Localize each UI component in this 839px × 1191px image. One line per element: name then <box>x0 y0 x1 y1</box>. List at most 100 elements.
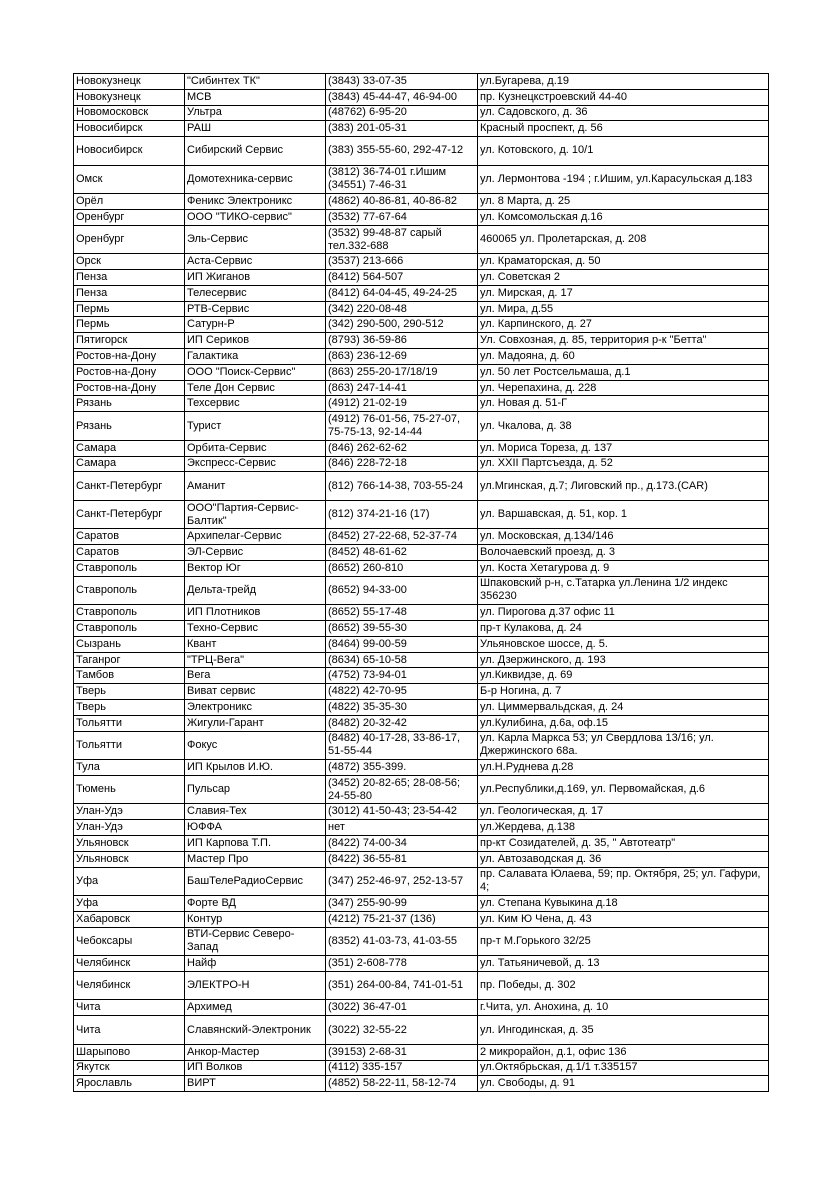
phone-cell: (3812) 36-74-01 г.Ишим (34551) 7-46-31 <box>325 164 478 195</box>
phone-cell: (4912) 21-02-19 <box>325 395 478 413</box>
city-cell: Уфа <box>73 866 185 897</box>
table-row: Сызрань Квант (8464) 99-00-59 Ульяновское ш… <box>73 635 769 653</box>
table-row: Чита Архимед (3022) 36-47-01 г.Чита, ул. Ан… <box>73 999 769 1017</box>
city-cell: Улан-Удэ <box>73 803 185 821</box>
address-cell: ул.Мгинская, д.7; Лиговский пр., д.173.(… <box>477 471 769 501</box>
city-cell: Ростов-на-Дону <box>73 363 185 381</box>
table-row: Ростов-на-Дону ООО "Поиск-Сервис" (863) 25… <box>73 363 769 381</box>
company-cell: Фокус <box>184 730 326 761</box>
address-cell: ул. Новая д. 51-Г <box>477 395 769 413</box>
table-row: Новосибирск Сибирский Сервис (383) 355-55-… <box>73 136 769 166</box>
table-row: Хабаровск Контур (4212) 75-21-37 (136) ул. … <box>73 910 769 928</box>
company-cell: Архипелаг-Сервис <box>184 528 326 546</box>
company-cell: Ультра <box>184 104 326 122</box>
address-cell: ул. Московская, д.134/146 <box>477 528 769 546</box>
city-cell: Рязань <box>73 411 185 441</box>
company-cell: Мастер Про <box>184 850 326 868</box>
phone-cell: (8634) 65-10-58 <box>325 651 478 669</box>
phone-cell: (4822) 35-35-30 <box>325 699 478 716</box>
address-cell: ул. Циммервальдская, д. 24 <box>477 699 769 716</box>
phone-cell: (846) 262-62-62 <box>325 439 478 457</box>
table-row: Таганрог "ТРЦ-Вега" (8634) 65-10-58 ул. Дзе… <box>73 651 769 669</box>
city-cell: Пермь <box>73 300 185 318</box>
phone-cell: (8422) 74-00-34 <box>325 835 478 852</box>
address-cell: ул.Жердева, д.138 <box>477 819 769 836</box>
city-cell: Самара <box>73 455 185 473</box>
phone-cell: (3532) 99-48-87 сарый тел.332-688 <box>325 224 478 255</box>
address-cell: ул. Автозаводская д. 36 <box>477 850 769 868</box>
address-cell: ул.Республики,д.169, ул. Первомайская, д… <box>477 774 769 805</box>
address-cell: Шпаковский р-н, с.Татарка ул.Ленина 1/2 … <box>477 575 769 606</box>
table-row: Шарыпово Анкор-Мастер (39153) 2-68-31 2 мик… <box>73 1043 769 1061</box>
table-row: Челябинск ЭЛЕКТРО-Н (351) 264-00-84, 741-0… <box>73 970 769 1001</box>
address-cell: пр-т Кулакова, д. 24 <box>477 620 769 637</box>
city-cell: Тула <box>73 759 185 776</box>
company-cell: Жигули-Гарант <box>184 714 326 732</box>
phone-cell: (4212) 75-21-37 (136) <box>325 910 478 928</box>
address-cell: ул. Краматорская, д. 50 <box>477 253 769 271</box>
city-cell: Пятигорск <box>73 332 185 350</box>
city-cell: Ульяновск <box>73 835 185 852</box>
company-cell: Сатурн-Р <box>184 316 326 334</box>
phone-cell: (39153) 2-68-31 <box>325 1043 478 1061</box>
address-cell: ул. Коста Хетагурова д. 9 <box>477 559 769 577</box>
table-row: Пятигорск ИП Сериков (8793) 36-59-86 Ул. Со… <box>73 332 769 350</box>
address-cell: пр. Кузнецкстроевский 44-40 <box>477 88 769 106</box>
address-cell: ул. Дзержинского, д. 193 <box>477 651 769 669</box>
city-cell: Чебоксары <box>73 926 185 957</box>
city-cell: Тверь <box>73 699 185 716</box>
company-cell: ЮФФА <box>184 819 326 836</box>
table-row: Челябинск Найф (351) 2-608-778 ул. Татьянич… <box>73 955 769 972</box>
table-row: Пермь Сатурн-Р (342) 290-500, 290-512 ул. К… <box>73 316 769 334</box>
address-cell: ул. Геологическая, д. 17 <box>477 803 769 821</box>
phone-cell: (347) 252-46-97, 252-13-57 <box>325 866 478 897</box>
address-cell: Красный проспект, д. 56 <box>477 120 769 138</box>
company-cell: РАШ <box>184 120 326 138</box>
address-cell: Ул. Совхозная, д. 85, территория р-к "Бе… <box>477 332 769 350</box>
address-cell: пр. Салавата Юлаева, 59; пр. Октября, 25… <box>477 866 769 897</box>
phone-cell: (8412) 564-507 <box>325 269 478 286</box>
table-row: Якутск ИП Волков (4112) 335-157 ул.Октябрьс… <box>73 1059 769 1077</box>
phone-cell: (8422) 36-55-81 <box>325 850 478 868</box>
table-row: Пенза ИП Жиганов (8412) 564-507 ул. Советск… <box>73 269 769 286</box>
address-cell: 460065 ул. Пролетарская, д. 208 <box>477 224 769 255</box>
table-row: Тверь Виват сервис (4822) 42-70-95 Б-р Ноги… <box>73 683 769 701</box>
address-cell: ул. Черепахина, д. 228 <box>477 379 769 397</box>
address-cell: ул. XXII Партсъезда, д. 52 <box>477 455 769 473</box>
table-row: Ставрополь Вектор Юг (8652) 260-810 ул. Кос… <box>73 559 769 577</box>
company-cell: Виват сервис <box>184 683 326 701</box>
address-cell: ул.Октябрьская, д.1/1 т.335157 <box>477 1059 769 1077</box>
city-cell: Ростов-на-Дону <box>73 348 185 365</box>
address-cell: Б-р Ногина, д. 7 <box>477 683 769 701</box>
city-cell: Новосибирск <box>73 120 185 138</box>
phone-cell: (4852) 58-22-11, 58-12-74 <box>325 1075 478 1093</box>
phone-cell: (347) 255-90-99 <box>325 895 478 912</box>
company-cell: ИП Крылов И.Ю. <box>184 759 326 776</box>
phone-cell: (8482) 40-17-28, 33-86-17, 51-55-44 <box>325 730 478 761</box>
phone-cell: (8452) 48-61-62 <box>325 544 478 561</box>
company-cell: Славия-Тех <box>184 803 326 821</box>
city-cell: Пенза <box>73 284 185 302</box>
table-row: Саратов ЭЛ-Сервис (8452) 48-61-62 Волочаевс… <box>73 544 769 561</box>
address-cell: пр. Победы, д. 302 <box>477 970 769 1001</box>
phone-cell: (812) 766-14-38, 703-55-24 <box>325 471 478 501</box>
company-cell: Телесервис <box>184 284 326 302</box>
phone-cell: (8352) 41-03-73, 41-03-55 <box>325 926 478 957</box>
table-row: Чита Славянский-Электроник (3022) 32-55-22… <box>73 1015 769 1045</box>
company-cell: ООО"Партия-Сервис-Балтик" <box>184 499 326 530</box>
phone-cell: (8452) 27-22-68, 52-37-74 <box>325 528 478 546</box>
address-cell: ул. Советская 2 <box>477 269 769 286</box>
phone-cell: (351) 264-00-84, 741-01-51 <box>325 970 478 1001</box>
company-cell: ИП Плотников <box>184 604 326 622</box>
phone-cell: (846) 228-72-18 <box>325 455 478 473</box>
company-cell: Галактика <box>184 348 326 365</box>
address-cell: ул. Пирогова д.37 офис 11 <box>477 604 769 622</box>
company-cell: ИП Сериков <box>184 332 326 350</box>
city-cell: Новосибирск <box>73 136 185 166</box>
address-cell: ул. Садовского, д. 36 <box>477 104 769 122</box>
city-cell: Орёл <box>73 193 185 210</box>
address-cell: ул. Варшавская, д. 51, кор. 1 <box>477 499 769 530</box>
table-row: Новокузнецк МСВ (3843) 45-44-47, 46-94-00 п… <box>73 88 769 106</box>
company-cell: Теле Дон Сервис <box>184 379 326 397</box>
table-row: Оренбург ООО "ТИКО-сервис" (3532) 77-67-64… <box>73 208 769 226</box>
